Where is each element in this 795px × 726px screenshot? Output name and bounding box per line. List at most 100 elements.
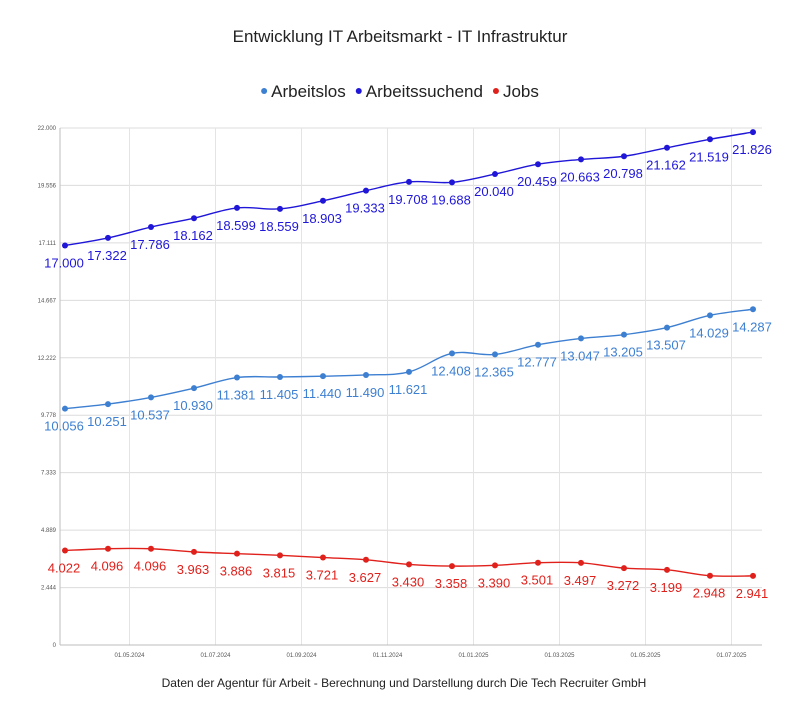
data-point-arbeitssuchend [148,224,154,231]
data-label-jobs: 3.390 [478,575,511,590]
data-label-arbeitssuchend: 17.786 [130,237,170,252]
data-label-arbeitssuchend: 19.333 [345,201,385,216]
data-point-jobs [535,559,541,566]
chart-title: Entwicklung IT Arbeitsmarkt - IT Infrast… [233,27,568,46]
data-point-jobs [664,566,670,573]
data-point-arbeitssuchend [492,171,498,178]
data-point-arbeitssuchend [277,205,283,212]
y-tick-label: 2.444 [41,586,57,592]
data-point-arbeitssuchend [535,161,541,168]
data-point-jobs [707,572,713,579]
y-tick-label: 4.889 [41,528,57,534]
data-label-arbeitslos: 12.365 [474,364,514,379]
data-label-jobs: 3.886 [220,564,253,579]
data-point-jobs [234,550,240,557]
data-point-jobs [191,548,197,555]
data-label-arbeitssuchend: 17.000 [44,256,84,271]
data-label-jobs: 4.096 [134,559,167,574]
legend: Arbeitslos Arbeitssuchend Jobs [261,82,539,101]
y-tick-label: 22.000 [38,126,57,132]
data-label-arbeitslos: 12.408 [431,363,471,378]
data-label-arbeitssuchend: 21.519 [689,149,729,164]
legend-label-jobs: Jobs [503,82,539,101]
legend-label-arbeitssuchend: Arbeitssuchend [366,82,483,101]
data-label-arbeitslos: 10.930 [173,398,213,413]
data-label-arbeitslos: 14.287 [732,319,772,334]
data-label-arbeitssuchend: 20.663 [560,169,600,184]
data-point-jobs [363,556,369,563]
data-label-arbeitslos: 11.381 [217,388,256,403]
data-point-jobs [320,554,326,561]
data-point-arbeitslos [707,312,713,319]
data-label-arbeitslos: 14.029 [689,325,729,340]
data-label-arbeitslos: 11.405 [260,387,299,402]
x-tick-label: 01.05.2024 [114,653,145,659]
data-point-arbeitssuchend [191,215,197,222]
y-tick-label: 7.333 [41,471,57,477]
x-tick-label: 01.01.2025 [458,653,489,659]
data-label-arbeitslos: 11.440 [303,386,342,401]
data-label-jobs: 3.815 [263,565,296,580]
data-label-arbeitssuchend: 21.162 [646,158,686,173]
axes: 0 2.444 4.889 7.333 9.778 12.222 14.667 17.111 1… [38,126,762,659]
legend-marker-arbeitssuchend [355,88,362,94]
data-label-arbeitssuchend: 21.826 [732,142,772,157]
y-tick-label: 19.556 [38,183,57,189]
legend-marker-arbeitslos [261,88,268,94]
data-point-arbeitssuchend [406,178,412,185]
data-point-arbeitssuchend [578,156,584,163]
data-label-arbeitslos: 10.251 [87,414,127,429]
data-label-arbeitssuchend: 19.688 [431,192,471,207]
grid [60,127,762,646]
data-point-jobs [277,552,283,559]
data-label-arbeitssuchend: 20.040 [474,184,514,199]
data-point-arbeitslos [621,331,627,338]
y-tick-label: 9.778 [41,413,57,419]
x-tick-label: 01.07.2024 [200,653,231,659]
data-label-jobs: 3.721 [306,568,339,583]
data-point-arbeitslos [234,374,240,381]
x-tick-label: 01.11.2024 [373,653,403,659]
data-point-arbeitslos [320,373,326,380]
data-label-arbeitslos: 11.490 [346,385,385,400]
x-tick-label: 01.07.2025 [716,653,747,659]
data-label-arbeitssuchend: 20.459 [517,174,557,189]
data-point-jobs [62,547,68,554]
data-label-arbeitslos: 11.621 [389,382,428,397]
data-point-jobs [750,572,756,579]
data-point-arbeitslos [277,373,283,380]
data-point-arbeitssuchend [363,187,369,194]
chart-footer: Daten der Agentur für Arbeit - Berechnun… [162,676,647,690]
data-label-arbeitssuchend: 17.322 [87,248,127,263]
data-label-arbeitssuchend: 18.162 [173,228,213,243]
data-point-arbeitslos [191,385,197,392]
data-label-arbeitssuchend: 18.903 [302,211,342,226]
data-point-arbeitslos [492,351,498,358]
y-tick-label: 14.667 [38,298,57,304]
series-line-arbeitssuchend [64,131,754,247]
data-point-arbeitssuchend [750,129,756,136]
data-label-jobs: 3.627 [349,570,382,585]
data-label-arbeitssuchend: 20.798 [603,166,643,181]
x-tick-label: 01.05.2025 [630,653,661,659]
data-label-arbeitssuchend: 18.599 [216,218,256,233]
data-point-arbeitslos [578,335,584,342]
data-label-jobs: 4.022 [48,560,81,575]
data-point-jobs [449,563,455,570]
series-layer [62,129,756,579]
data-point-arbeitslos [148,394,154,401]
data-label-jobs: 3.501 [521,573,554,588]
data-point-arbeitslos [406,368,412,375]
data-point-arbeitssuchend [234,204,240,211]
data-point-arbeitslos [449,350,455,357]
data-label-jobs: 3.497 [564,573,597,588]
data-point-jobs [105,545,111,552]
legend-label-arbeitslos: Arbeitslos [271,82,346,101]
data-label-jobs: 3.199 [650,580,683,595]
y-tick-label: 0 [53,643,57,649]
data-point-arbeitssuchend [707,136,713,143]
data-label-jobs: 2.948 [693,586,726,601]
y-tick-label: 12.222 [38,356,57,362]
